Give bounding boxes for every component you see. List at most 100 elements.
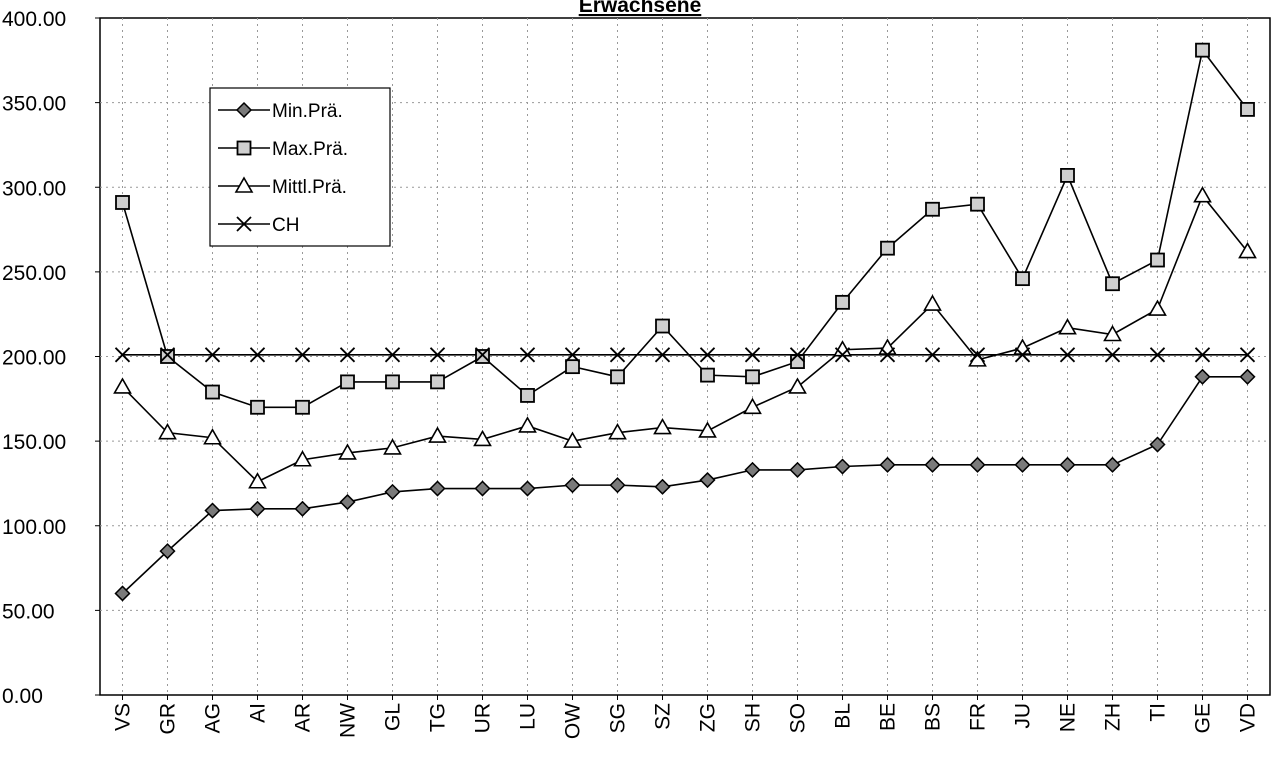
data-point-square: [970, 196, 985, 212]
data-point-diamond: [609, 477, 626, 494]
data-point-diamond: [834, 458, 851, 475]
legend-label: Max.Prä.: [272, 139, 348, 160]
data-point-x: [879, 347, 896, 363]
data-point-square: [745, 369, 760, 385]
data-point-triangle: [788, 377, 807, 394]
data-point-triangle: [698, 421, 717, 438]
series-line-square: [121, 48, 1249, 409]
data-point-triangle: [338, 443, 357, 460]
data-point-diamond: [564, 477, 581, 494]
y-tick-label: 350.00: [2, 93, 66, 116]
data-point-diamond: [789, 461, 806, 478]
x-tick-label: ZH: [1102, 703, 1125, 731]
data-point-triangle: [653, 417, 672, 435]
data-point-triangle: [203, 428, 222, 445]
data-point-square: [520, 388, 535, 403]
data-point-diamond: [1149, 436, 1166, 453]
data-point-diamond: [519, 480, 536, 497]
data-point-x: [789, 347, 806, 363]
legend-marker-square: [236, 140, 252, 156]
legend: Min.Prä. Max.Prä. Mittl.Prä. CH: [209, 87, 391, 247]
series-line-diamond: [121, 376, 1248, 595]
data-point-x: [699, 347, 716, 363]
legend-item: CH: [218, 215, 299, 236]
x-marker-stroke: [789, 347, 806, 363]
legend-label: CH: [272, 215, 299, 236]
x-marker-stroke: [879, 347, 896, 363]
x-tick-label: TG: [427, 703, 450, 732]
data-point-diamond: [429, 480, 446, 497]
data-point-square: [1060, 168, 1075, 183]
x-tick-label: SO: [787, 703, 810, 733]
x-tick-label: AG: [202, 703, 225, 733]
x-marker-stroke: [429, 347, 446, 363]
x-tick-label: BE: [877, 703, 900, 731]
data-point-x: [1194, 347, 1211, 363]
x-tick-label: GL: [382, 703, 405, 731]
legend-marker-x: [236, 216, 252, 232]
data-point-x: [339, 347, 356, 363]
x-tick-label: UR: [472, 703, 495, 733]
x-tick-label: VS: [112, 703, 135, 731]
data-point-square: [115, 195, 130, 210]
data-point-x: [564, 347, 581, 363]
data-point-triangle: [1238, 241, 1257, 259]
x-marker-stroke: [474, 347, 491, 363]
data-point-triangle: [293, 450, 312, 467]
data-point-square: [160, 349, 175, 364]
data-point-square: [1015, 271, 1030, 287]
data-point-diamond: [204, 502, 221, 519]
data-point-square: [475, 349, 490, 364]
data-point-x: [1014, 347, 1031, 363]
data-point-x: [609, 347, 626, 363]
data-point-x: [474, 347, 491, 363]
data-point-diamond: [1194, 368, 1211, 385]
data-point-diamond: [879, 456, 896, 473]
data-point-triangle: [248, 472, 267, 489]
x-marker-stroke: [339, 347, 356, 363]
x-marker-stroke: [609, 347, 626, 363]
x-tick-label: TI: [1147, 703, 1170, 722]
x-tick-label: FR: [967, 703, 990, 731]
x-tick-label: VD: [1237, 703, 1260, 732]
data-point-triangle: [383, 438, 402, 455]
data-point-square: [925, 201, 940, 217]
legend-item: Max.Prä.: [218, 139, 348, 160]
data-point-x: [1239, 347, 1256, 363]
data-point-diamond: [924, 456, 941, 473]
data-point-x: [294, 347, 311, 363]
x-marker-stroke: [1149, 347, 1166, 363]
x-marker-stroke: [834, 347, 851, 363]
data-point-square: [565, 359, 580, 375]
y-tick-label: 150.00: [2, 431, 66, 454]
x-tick-label: ZG: [697, 703, 720, 732]
x-marker-stroke: [1239, 347, 1256, 363]
x-marker-stroke: [564, 347, 581, 363]
x-marker-stroke: [236, 216, 252, 232]
x-tick-label: NW: [337, 703, 360, 738]
y-tick-label: 0.00: [2, 685, 43, 708]
x-marker-stroke: [159, 347, 176, 363]
data-point-triangle: [1148, 299, 1167, 316]
data-point-square: [880, 240, 895, 256]
x-marker-stroke: [249, 347, 266, 363]
data-point-diamond: [744, 461, 761, 478]
data-point-diamond: [969, 456, 986, 473]
x-marker-stroke: [924, 347, 941, 363]
data-point-x: [969, 347, 986, 363]
x-marker-stroke: [699, 347, 716, 363]
data-point-square: [655, 318, 670, 334]
data-point-triangle: [563, 431, 582, 448]
data-point-diamond: [249, 500, 266, 517]
data-point-x: [114, 347, 131, 363]
data-point-diamond: [384, 483, 401, 500]
data-point-x: [249, 347, 266, 363]
x-tick-label: BL: [832, 703, 855, 729]
x-marker-stroke: [114, 347, 131, 363]
x-tick-label: GR: [157, 703, 180, 735]
data-point-diamond: [699, 471, 716, 489]
y-tick-label: 300.00: [2, 177, 66, 200]
data-point-x: [1059, 347, 1076, 363]
